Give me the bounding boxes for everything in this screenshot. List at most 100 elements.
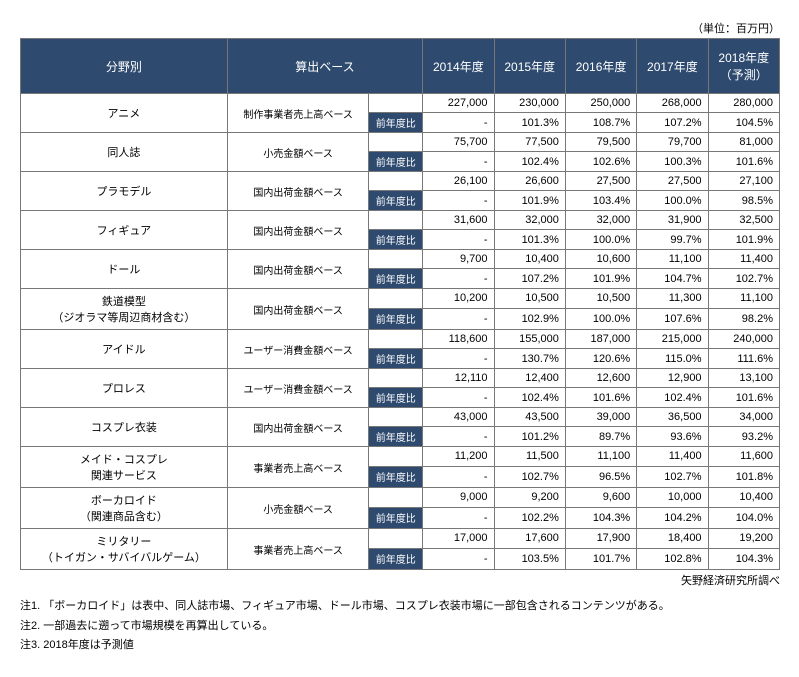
value-cell: 10,500 [565,289,636,309]
value-cell: 81,000 [708,133,779,152]
table-row: メイド・コスプレ 関連サービス事業者売上高ベース 11,20011,50011,… [21,447,780,467]
value-cell: 75,700 [423,133,494,152]
value-cell: 280,000 [708,94,779,113]
value-cell: 9,000 [423,488,494,508]
yoy-label: 前年度比 [369,113,423,133]
value-cell: 227,000 [423,94,494,113]
yoy-cell: 107.2% [637,113,708,133]
value-cell: 27,100 [708,172,779,191]
yoy-cell: 89.7% [565,427,636,447]
yoy-cell: 108.7% [565,113,636,133]
value-cell: 36,500 [637,408,708,427]
header-year-3: 2017年度 [637,39,708,94]
value-cell: 11,400 [708,250,779,269]
value-cell: 11,200 [423,447,494,467]
value-cell: 43,500 [494,408,565,427]
basis-cell: 小売金額ベース [227,133,369,172]
basis-cell: ユーザー消費金額ベース [227,369,369,408]
value-cell: 27,500 [565,172,636,191]
value-cell: 10,200 [423,289,494,309]
value-cell: 18,400 [637,529,708,549]
value-cell: 79,700 [637,133,708,152]
yoy-cell: - [423,548,494,569]
basis-cell: 国内出荷金額ベース [227,172,369,211]
value-cell: 26,600 [494,172,565,191]
table-row: ミリタリー （トイガン・サバイバルゲーム）事業者売上高ベース 17,00017,… [21,529,780,549]
yoy-label: 前年度比 [369,427,423,447]
yoy-cell: 100.0% [565,230,636,250]
yoy-cell: - [423,466,494,487]
value-cell: 10,000 [637,488,708,508]
value-cell: 31,600 [423,211,494,230]
table-row: コスプレ衣装国内出荷金額ベース 43,00043,50039,00036,500… [21,408,780,427]
value-cell: 11,500 [494,447,565,467]
basis-spacer [369,94,423,113]
yoy-cell: 98.5% [708,191,779,211]
basis-spacer [369,133,423,152]
yoy-cell: 130.7% [494,349,565,369]
category-cell: 同人誌 [21,133,228,172]
value-cell: 10,400 [708,488,779,508]
basis-cell: 国内出荷金額ベース [227,408,369,447]
category-cell: プロレス [21,369,228,408]
yoy-label: 前年度比 [369,308,423,329]
value-cell: 32,000 [494,211,565,230]
basis-cell: ユーザー消費金額ベース [227,330,369,369]
value-cell: 34,000 [708,408,779,427]
value-cell: 39,000 [565,408,636,427]
table-row: フィギュア国内出荷金額ベース 31,60032,00032,00031,9003… [21,211,780,230]
yoy-cell: 100.0% [565,308,636,329]
basis-spacer [369,330,423,349]
yoy-cell: 101.7% [565,548,636,569]
basis-cell: 国内出荷金額ベース [227,211,369,250]
note-2: 注2. 一部過去に遡って市場規模を再算出している。 [20,618,780,636]
value-cell: 27,500 [637,172,708,191]
unit-label: （単位：百万円） [20,20,780,36]
yoy-cell: 104.2% [637,507,708,528]
category-cell: プラモデル [21,172,228,211]
yoy-cell: 102.8% [637,548,708,569]
yoy-cell: 102.4% [494,152,565,172]
yoy-cell: 103.4% [565,191,636,211]
table-row: アニメ制作事業者売上高ベース 227,000230,000250,000268,… [21,94,780,113]
yoy-label: 前年度比 [369,191,423,211]
yoy-cell: 104.3% [708,548,779,569]
basis-spacer [369,408,423,427]
value-cell: 19,200 [708,529,779,549]
value-cell: 12,400 [494,369,565,388]
basis-spacer [369,172,423,191]
value-cell: 11,300 [637,289,708,309]
yoy-cell: 102.4% [494,388,565,408]
yoy-cell: 96.5% [565,466,636,487]
value-cell: 215,000 [637,330,708,349]
header-year-0: 2014年度 [423,39,494,94]
table-row: プラモデル国内出荷金額ベース 26,10026,60027,50027,5002… [21,172,780,191]
yoy-cell: - [423,230,494,250]
yoy-cell: - [423,269,494,289]
table-row: プロレスユーザー消費金額ベース 12,11012,40012,60012,900… [21,369,780,388]
value-cell: 11,100 [708,289,779,309]
value-cell: 230,000 [494,94,565,113]
value-cell: 155,000 [494,330,565,349]
note-1: 注1. 「ボーカロイド」は表中、同人誌市場、フィギュア市場、ドール市場、コスプレ… [20,598,780,616]
header-category: 分野別 [21,39,228,94]
category-cell: メイド・コスプレ 関連サービス [21,447,228,488]
category-cell: コスプレ衣装 [21,408,228,447]
yoy-label: 前年度比 [369,230,423,250]
basis-spacer [369,250,423,269]
table-row: 同人誌小売金額ベース 75,70077,50079,50079,70081,00… [21,133,780,152]
value-cell: 268,000 [637,94,708,113]
market-table: 分野別 算出ベース 2014年度 2015年度 2016年度 2017年度 20… [20,38,780,570]
yoy-cell: 100.3% [637,152,708,172]
yoy-cell: 101.3% [494,113,565,133]
header-year-1: 2015年度 [494,39,565,94]
yoy-cell: 101.9% [565,269,636,289]
basis-spacer [369,488,423,508]
yoy-cell: 102.9% [494,308,565,329]
category-cell: 鉄道模型 （ジオラマ等周辺商材含む） [21,289,228,330]
yoy-cell: 101.6% [565,388,636,408]
yoy-cell: 102.6% [565,152,636,172]
value-cell: 11,100 [637,250,708,269]
value-cell: 32,000 [565,211,636,230]
value-cell: 43,000 [423,408,494,427]
